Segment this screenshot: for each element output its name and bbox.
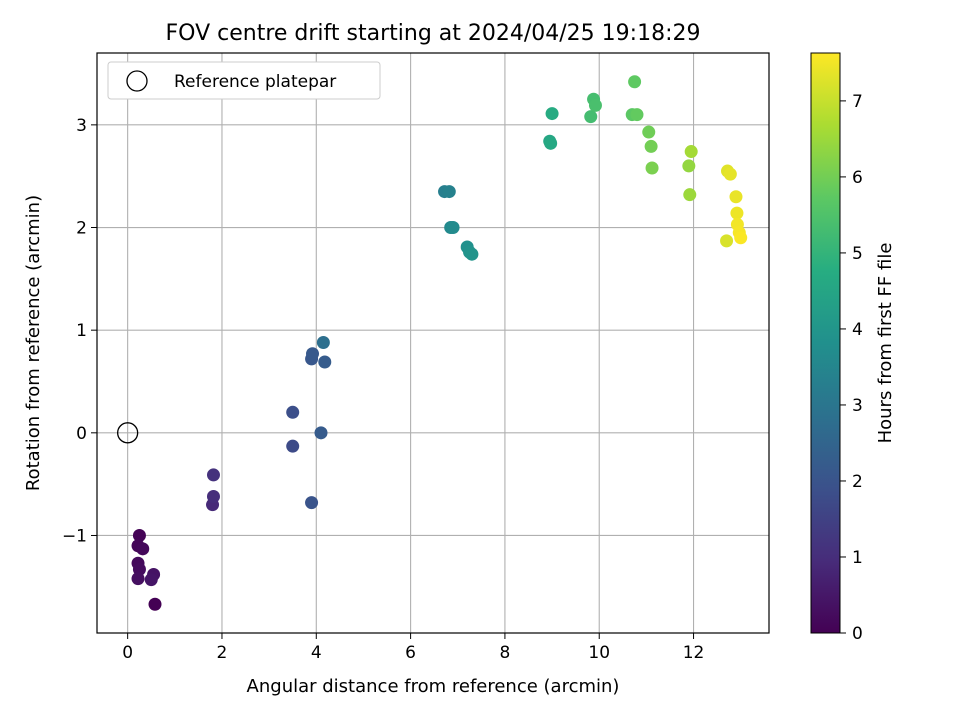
x-axis-ticks: 0 2 4 6 8 10 12: [122, 633, 704, 663]
x-tick-label: 12: [683, 643, 705, 663]
legend-box: [107, 61, 381, 100]
colorbar-gradient: [811, 53, 840, 633]
data-point-34: [628, 75, 642, 89]
data-point-19: [316, 335, 330, 349]
data-point-11: [206, 468, 220, 482]
data-point-16: [306, 347, 320, 361]
data-point-23: [446, 221, 460, 235]
y-tick-label: 2: [76, 219, 87, 239]
colorbar: 0 1 2 3 4 5 6 7 Hours from first FF file: [810, 52, 896, 644]
data-point-36: [642, 125, 656, 139]
colorbar-tick-label: 0: [852, 624, 863, 644]
data-point-39: [682, 159, 696, 173]
grid-lines: [97, 53, 769, 633]
legend-label-reference: Reference platepar: [174, 72, 336, 92]
data-point-1: [132, 528, 146, 542]
data-points: [117, 75, 748, 611]
y-tick-label: 1: [76, 321, 87, 341]
data-point-38: [645, 161, 659, 175]
data-point-6: [131, 572, 145, 586]
colorbar-tick-label: 1: [852, 548, 863, 568]
data-point-26: [465, 247, 479, 261]
data-point-12: [286, 439, 300, 453]
data-point-45: [729, 190, 743, 204]
data-point-35: [630, 108, 644, 122]
data-point-37: [644, 139, 658, 153]
data-point-18: [318, 355, 332, 369]
data-point-13: [286, 405, 300, 419]
x-tick-label: 4: [311, 643, 322, 663]
x-tick-label: 8: [500, 643, 511, 663]
legend-reference-marker: [126, 70, 148, 92]
x-tick-label: 6: [405, 643, 416, 663]
y-tick-label: 0: [76, 424, 87, 444]
data-point-44: [723, 167, 737, 181]
data-point-17: [314, 426, 328, 440]
y-axis-ticks: −1 0 1 2 3: [62, 116, 97, 546]
colorbar-ticks: 0 1 2 3 4 5 6 7: [840, 92, 863, 644]
colorbar-label: Hours from first FF file: [875, 243, 896, 444]
data-point-29: [545, 107, 559, 121]
chart-title: FOV centre drift starting at 2024/04/25 …: [166, 21, 701, 46]
y-tick-label: −1: [62, 526, 87, 546]
colorbar-tick-label: 3: [852, 396, 863, 416]
reference-marker: [117, 422, 139, 444]
legend: Reference platepar: [107, 61, 381, 100]
data-point-10: [206, 489, 220, 503]
data-point-40: [683, 188, 697, 202]
colorbar-tick-label: 6: [852, 168, 863, 188]
x-tick-label: 0: [122, 643, 133, 663]
data-point-21: [442, 185, 456, 199]
y-tick-label: 3: [76, 116, 87, 136]
colorbar-tick-label: 7: [852, 92, 863, 112]
x-tick-label: 10: [588, 643, 610, 663]
data-point-49: [734, 231, 748, 245]
data-point-3: [136, 542, 150, 556]
data-point-46: [730, 206, 744, 220]
data-point-8: [144, 573, 158, 587]
x-tick-label: 2: [217, 643, 228, 663]
data-point-0: [148, 597, 162, 611]
colorbar-frame: [810, 52, 841, 634]
y-axis-label: Rotation from reference (arcmin): [23, 195, 44, 491]
colorbar-tick-label: 5: [852, 244, 863, 264]
data-point-42: [720, 234, 734, 248]
plot-frame: [96, 52, 770, 634]
data-point-30: [584, 110, 598, 124]
x-axis-label: Angular distance from reference (arcmin): [247, 676, 620, 697]
data-point-32: [588, 98, 602, 112]
data-point-41: [684, 145, 698, 159]
data-point-14: [305, 496, 319, 510]
colorbar-tick-label: 2: [852, 472, 863, 492]
colorbar-tick-label: 4: [852, 320, 863, 340]
data-point-28: [544, 136, 558, 150]
